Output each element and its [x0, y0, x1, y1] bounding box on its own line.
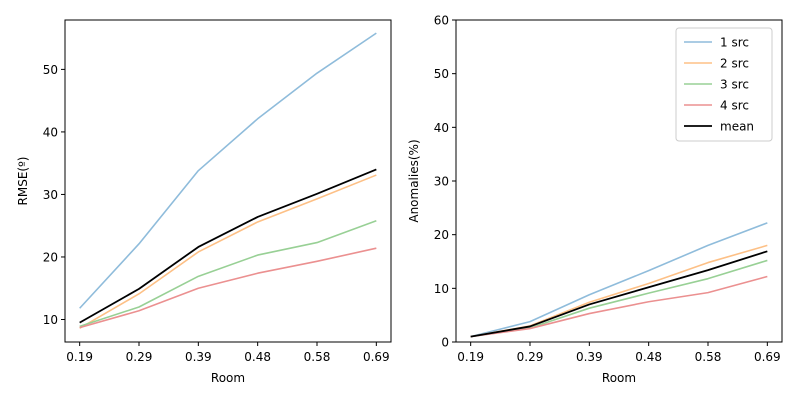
chart1-series-line-mean — [470, 250, 768, 338]
chart1-series-line-1-src — [470, 222, 768, 338]
chart0-series-line-mean — [79, 168, 377, 324]
chart1-y-tick-label: 30 — [434, 175, 449, 189]
chart0-x-tick-label: 0.29 — [126, 350, 153, 364]
chart1-legend-label: 3 src — [720, 78, 749, 92]
chart1-x-tick-label: 0.39 — [576, 350, 603, 364]
chart0-series-line-1-src — [79, 32, 377, 309]
chart1-legend-label: 4 src — [720, 99, 749, 113]
chart1-legend-label: mean — [720, 120, 754, 134]
chart1-y-axis-label: Anomalies(%) — [407, 139, 421, 222]
chart1-x-tick-label: 0.69 — [754, 350, 781, 364]
chart1-y-tick-label: 0 — [441, 336, 449, 350]
chart1-y-tick-label: 20 — [434, 228, 449, 242]
chart1-legend-box — [675, 27, 773, 142]
chart0-axes-frame — [64, 19, 392, 343]
chart1-legend-label: 1 src — [720, 36, 749, 50]
chart0-x-tick-label: 0.39 — [185, 350, 212, 364]
chart0-series-line-4-src — [79, 247, 377, 329]
anomalies-chart-panel: 0.19 0.29 0.39 0.48 0.58 0.69 0 10 20 30 40 50 60 Roo… — [407, 14, 783, 385]
chart1-y-tick-label: 60 — [434, 14, 449, 28]
chart0-y-axis-label: RMSE(º) — [16, 157, 30, 206]
chart0-x-tick-label: 0.19 — [66, 350, 93, 364]
chart0-y-tick-label: 30 — [43, 188, 58, 202]
chart0-y-tick-label: 50 — [43, 63, 58, 77]
chart1-y-tick-label: 40 — [434, 121, 449, 135]
chart0-x-axis-label: Room — [211, 371, 245, 385]
chart1-x-tick-label: 0.29 — [517, 350, 544, 364]
chart0-x-tick-label: 0.48 — [244, 350, 271, 364]
chart1-legend-label: 2 src — [720, 57, 749, 71]
chart1-x-tick-label: 0.58 — [695, 350, 722, 364]
chart0-y-tick-label: 40 — [43, 125, 58, 139]
chart1-y-tick-label: 10 — [434, 282, 449, 296]
rmse-chart-panel: 0.19 0.29 0.39 0.48 0.58 0.69 10 20 30 40 50 Room RM… — [16, 19, 392, 385]
chart1-x-tick-label: 0.19 — [457, 350, 484, 364]
chart0-series-line-3-src — [79, 219, 377, 328]
chart1-series-line-4-src — [470, 275, 768, 338]
chart0-series-line-2-src — [79, 174, 377, 329]
chart1-x-tick-label: 0.48 — [635, 350, 662, 364]
chart1-y-tick-label: 50 — [434, 67, 449, 81]
chart0-y-tick-label: 10 — [43, 313, 58, 327]
chart1-x-axis-label: Room — [602, 371, 636, 385]
chart0-y-tick-label: 20 — [43, 250, 58, 264]
chart0-x-tick-label: 0.69 — [363, 350, 390, 364]
chart0-x-tick-label: 0.58 — [304, 350, 331, 364]
chart1-legend: 1 src 2 src 3 src 4 src mean — [675, 27, 773, 142]
